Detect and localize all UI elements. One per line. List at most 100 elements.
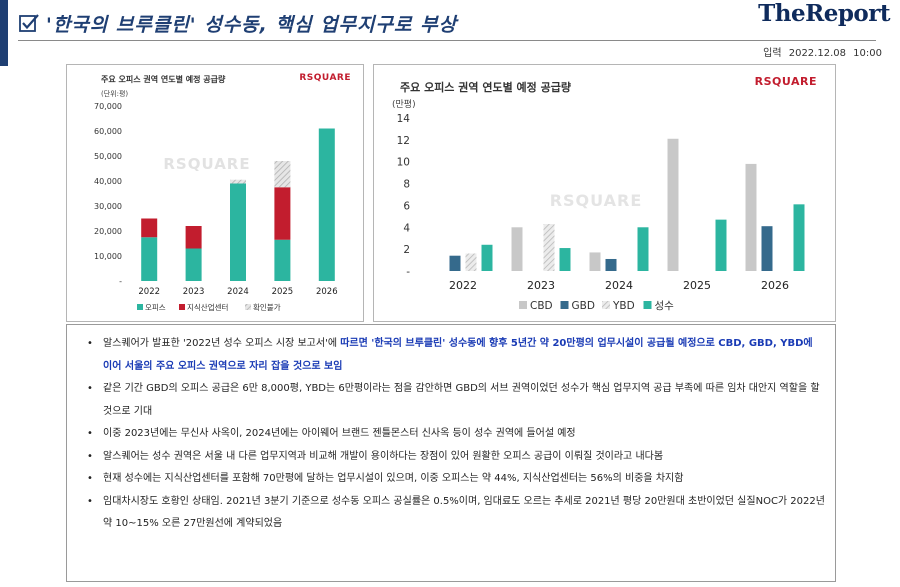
- unit-label: (만평): [392, 100, 416, 110]
- dateline: 입력 2022.12.08 10:00: [759, 44, 882, 59]
- bar-segment: [274, 187, 291, 240]
- bar: [605, 258, 617, 271]
- chart-right-svg: 14 12 10 8 6 4 2 - RSQUARE 2022 2023 2024 2025 2026 CB…: [397, 113, 805, 312]
- bullet-highlight: 따르면 '한국의 브루클린' 성수동에 향후 5년간 약 20만평의 업무시설이…: [103, 338, 813, 372]
- legend-label: 성수: [655, 300, 675, 312]
- bullet-item: • 알스퀘어가 발표한 '2022년 성수 오피스 시장 보고서'에 따르면 '한…: [77, 333, 825, 378]
- y-tick-label: 6: [403, 200, 410, 212]
- bar: [761, 226, 773, 271]
- legend-swatch: [602, 301, 610, 309]
- date: 2022.12.08: [788, 48, 846, 59]
- x-tick-label: 2023: [527, 279, 555, 292]
- bullet-text: 이중 2023년에는 무신사 사옥이, 2024년에는 아이웨어 브랜드 젠틀몬…: [103, 428, 576, 439]
- legend-label: CBD: [530, 300, 553, 312]
- bullet-item: • 알스퀘어는 성수 권역은 서울 내 다른 업무지역과 비교해 개발이 용이하다…: [77, 446, 825, 469]
- bar-segment: [318, 128, 335, 281]
- legend-swatch: [179, 304, 185, 310]
- bullet-dot: •: [87, 338, 93, 349]
- watermark: RSQUARE: [550, 191, 643, 210]
- y-tick-label: 50,000: [94, 152, 122, 161]
- brand-logo[interactable]: TheReport: [758, 0, 890, 27]
- bar: [667, 138, 679, 271]
- bar-segment: [274, 239, 291, 281]
- legend-swatch: [519, 301, 527, 309]
- x-tick-label: 2026: [761, 279, 789, 292]
- summary-box: • 알스퀘어가 발표한 '2022년 성수 오피스 시장 보고서'에 따르면 '한…: [66, 324, 836, 582]
- bar: [715, 219, 727, 271]
- bullet-text: 알스퀘어가 발표한 '2022년 성수 오피스 시장 보고서'에: [103, 338, 341, 349]
- bullet-dot: •: [87, 450, 93, 462]
- bar-segment: [230, 179, 246, 184]
- x-tick-label: 2024: [605, 279, 633, 292]
- bullet-text: 알스퀘어는 성수 권역은 서울 내 다른 업무지역과 비교해 개발이 용이하다는…: [103, 450, 664, 462]
- x-tick-label: 2023: [183, 287, 205, 297]
- bullet-dot: •: [87, 495, 93, 507]
- chart-title: 주요 오피스 권역 연도별 예정 공급량: [101, 75, 226, 84]
- x-tick-label: 2022: [138, 287, 160, 297]
- y-tick-label: -: [406, 266, 410, 278]
- legend-label: 확인불가: [253, 302, 281, 312]
- x-tick-label: 2022: [449, 279, 477, 292]
- legend-swatch: [643, 301, 652, 309]
- bar: [637, 227, 649, 271]
- chart-title: 주요 오피스 권역 연도별 예정 공급량: [400, 81, 571, 94]
- bullet-list: • 알스퀘어가 발표한 '2022년 성수 오피스 시장 보고서'에 따르면 '한…: [67, 325, 835, 536]
- bullet-dot: •: [87, 428, 93, 439]
- headline: '한국의 브루클린' 성수동, 핵심 업무지구로 부상: [46, 13, 458, 36]
- date-label: 입력: [763, 48, 782, 59]
- y-tick-label: 2: [403, 244, 410, 256]
- y-tick-label: 10: [397, 157, 410, 169]
- y-tick-label: 30,000: [94, 202, 122, 211]
- y-tick-label: 20,000: [94, 227, 122, 236]
- bar-segment: [141, 237, 158, 281]
- bar: [449, 255, 461, 271]
- bar-segment: [141, 218, 158, 238]
- y-tick-label: 8: [403, 179, 410, 191]
- left-accent-bar: [0, 0, 8, 66]
- legend-swatch: [245, 304, 251, 310]
- legend-swatch: [560, 301, 569, 309]
- bullet-item: • 같은 기간 GBD의 오피스 공급은 6만 8,000평, YBD는 6만평이…: [77, 378, 825, 423]
- unit-label: (단위:평): [101, 90, 129, 98]
- rsquare-logo: RSQUARE: [754, 75, 817, 88]
- time: 10:00: [853, 48, 882, 59]
- y-tick-label: 70,000: [94, 102, 122, 111]
- watermark: RSQUARE: [163, 155, 250, 173]
- chart-left-svg: 70,000 60,000 50,000 40,000 30,000 20,000 10,0…: [94, 102, 338, 312]
- y-tick-label: 10,000: [94, 252, 122, 261]
- x-tick-label: 2025: [272, 287, 294, 297]
- y-tick-label: 12: [397, 135, 410, 147]
- legend-label: 지식산업센터: [187, 302, 228, 312]
- chart-left-panel: 주요 오피스 권역 연도별 예정 공급량 RSQUARE (단위:평) 70,0…: [66, 64, 364, 322]
- y-tick-label: 40,000: [94, 177, 122, 186]
- legend-label: YBD: [612, 300, 635, 312]
- bar-segment: [185, 226, 202, 249]
- x-tick-label: 2026: [316, 287, 338, 297]
- x-tick-label: 2024: [227, 287, 249, 297]
- chart-right-panel: 주요 오피스 권역 연도별 예정 공급량 RSQUARE (만평) 14 12 10…: [373, 64, 836, 322]
- y-tick-label: 14: [397, 113, 411, 125]
- bullet-item: • 임대차시장도 호황인 상태임. 2021년 3분기 기준으로 성수동 오피스 …: [77, 491, 825, 536]
- bullet-text: 같은 기간 GBD의 오피스 공급은 6만 8,000평, YBD는 6만평이라…: [103, 383, 820, 417]
- bullet-item: • 현재 성수에는 지식산업센터를 포함해 70만평에 달하는 업무시설이 있으며…: [77, 468, 825, 491]
- bullet-text: 임대차시장도 호황인 상태임. 2021년 3분기 기준으로 성수동 오피스 공…: [103, 495, 825, 530]
- bar-segment: [185, 248, 202, 281]
- legend-swatch: [137, 304, 143, 310]
- bar: [511, 227, 523, 271]
- rsquare-logo: RSQUARE: [299, 73, 351, 83]
- bullet-text: 현재 성수에는 지식산업센터를 포함해 70만평에 달하는 업무시설이 있으며,…: [103, 473, 684, 484]
- legend-label: GBD: [572, 300, 595, 312]
- bar-segment: [230, 183, 246, 281]
- bar: [589, 252, 601, 271]
- bar: [793, 204, 805, 271]
- bar: [543, 224, 555, 271]
- y-tick-label: 4: [403, 222, 410, 234]
- checkbox-icon: [19, 14, 39, 32]
- bullet-dot: •: [87, 473, 93, 484]
- bar: [465, 253, 477, 271]
- bar: [481, 244, 493, 271]
- y-tick-label: 60,000: [94, 127, 122, 136]
- bullet-dot: •: [87, 383, 93, 394]
- legend-label: 오피스: [145, 303, 166, 312]
- bar: [559, 248, 571, 271]
